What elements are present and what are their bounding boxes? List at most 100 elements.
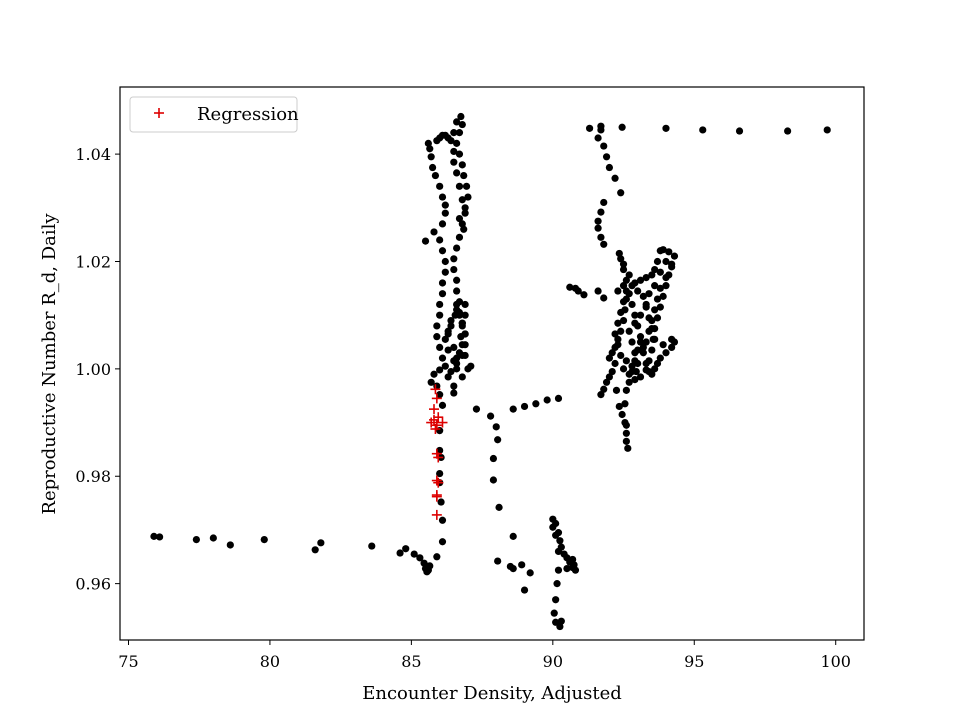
data-point xyxy=(574,287,582,295)
data-point xyxy=(653,314,662,322)
data-point xyxy=(636,338,645,346)
data-point xyxy=(492,423,500,431)
y-axis-title: Reproductive Number R_d, Daily xyxy=(39,213,60,515)
data-point xyxy=(458,161,466,169)
data-point xyxy=(651,282,659,290)
data-point xyxy=(642,300,650,309)
data-point xyxy=(662,124,670,132)
data-point xyxy=(444,373,452,381)
data-point xyxy=(447,316,455,325)
data-point xyxy=(455,150,464,158)
data-point xyxy=(622,287,630,295)
data-point xyxy=(438,279,447,287)
data-point xyxy=(455,233,464,241)
data-point xyxy=(597,122,605,130)
data-point xyxy=(554,566,563,574)
data-point xyxy=(556,537,564,545)
data-point xyxy=(632,367,640,376)
data-point xyxy=(489,476,498,484)
data-point xyxy=(457,333,465,341)
data-point xyxy=(619,282,628,290)
data-point xyxy=(662,257,670,266)
regression-point xyxy=(431,491,442,502)
data-point xyxy=(455,182,464,190)
data-point xyxy=(438,220,447,228)
data-point xyxy=(823,126,831,134)
data-point xyxy=(486,412,495,420)
data-points-layer xyxy=(150,112,831,631)
data-point xyxy=(402,545,410,553)
data-point xyxy=(444,134,452,142)
data-point xyxy=(600,240,608,248)
data-point xyxy=(554,547,563,556)
data-point xyxy=(494,436,502,444)
regression-point xyxy=(431,393,442,404)
x-tick-label: 75 xyxy=(118,652,138,671)
data-point xyxy=(453,118,461,126)
data-point xyxy=(552,596,560,604)
data-point xyxy=(437,498,445,506)
data-point xyxy=(594,134,602,142)
data-point xyxy=(436,300,444,309)
data-point xyxy=(668,335,676,343)
data-point xyxy=(625,370,633,378)
data-point xyxy=(494,557,502,565)
data-point xyxy=(427,153,435,161)
data-point xyxy=(509,564,517,573)
data-point xyxy=(617,308,625,317)
data-point xyxy=(659,246,667,254)
data-point xyxy=(642,338,650,346)
y-tick-label: 0.98 xyxy=(75,467,111,486)
data-point xyxy=(458,196,466,204)
data-point xyxy=(453,276,461,284)
legend-label: Regression xyxy=(197,104,299,125)
data-point xyxy=(453,169,461,177)
regression-point xyxy=(429,404,440,415)
data-point xyxy=(656,268,664,276)
data-point xyxy=(461,204,469,212)
data-point xyxy=(458,120,466,129)
data-point xyxy=(651,325,659,333)
data-point xyxy=(602,378,611,386)
data-point xyxy=(597,233,605,241)
data-point xyxy=(455,349,464,357)
data-point xyxy=(619,365,628,373)
regression-point xyxy=(433,477,444,488)
y-tick-label: 0.96 xyxy=(75,575,111,594)
data-point xyxy=(433,137,441,145)
data-point xyxy=(430,370,438,378)
data-point xyxy=(438,193,447,201)
data-point xyxy=(526,569,534,577)
data-point xyxy=(436,182,444,190)
data-point xyxy=(648,316,656,325)
data-point xyxy=(416,554,424,562)
x-tick-label: 80 xyxy=(260,652,280,671)
data-point xyxy=(317,539,325,547)
data-point xyxy=(453,300,461,309)
data-point xyxy=(594,287,602,295)
regression-point xyxy=(430,384,441,395)
data-point xyxy=(597,208,605,216)
data-point xyxy=(150,532,158,540)
data-point xyxy=(563,564,571,573)
data-point xyxy=(639,343,647,351)
data-point xyxy=(460,225,468,233)
data-point xyxy=(226,541,234,549)
data-point xyxy=(668,343,676,351)
data-point xyxy=(665,248,673,256)
data-point xyxy=(619,260,628,268)
data-point xyxy=(438,131,447,139)
data-point xyxy=(427,378,435,386)
data-point xyxy=(784,127,792,135)
data-point xyxy=(436,311,444,319)
data-point xyxy=(557,617,565,625)
data-point xyxy=(597,391,605,399)
data-point xyxy=(520,402,529,411)
data-point xyxy=(458,322,466,330)
data-point xyxy=(436,469,444,478)
data-point xyxy=(659,341,667,349)
data-point xyxy=(608,349,616,357)
data-point xyxy=(639,349,647,357)
data-point xyxy=(605,354,613,362)
